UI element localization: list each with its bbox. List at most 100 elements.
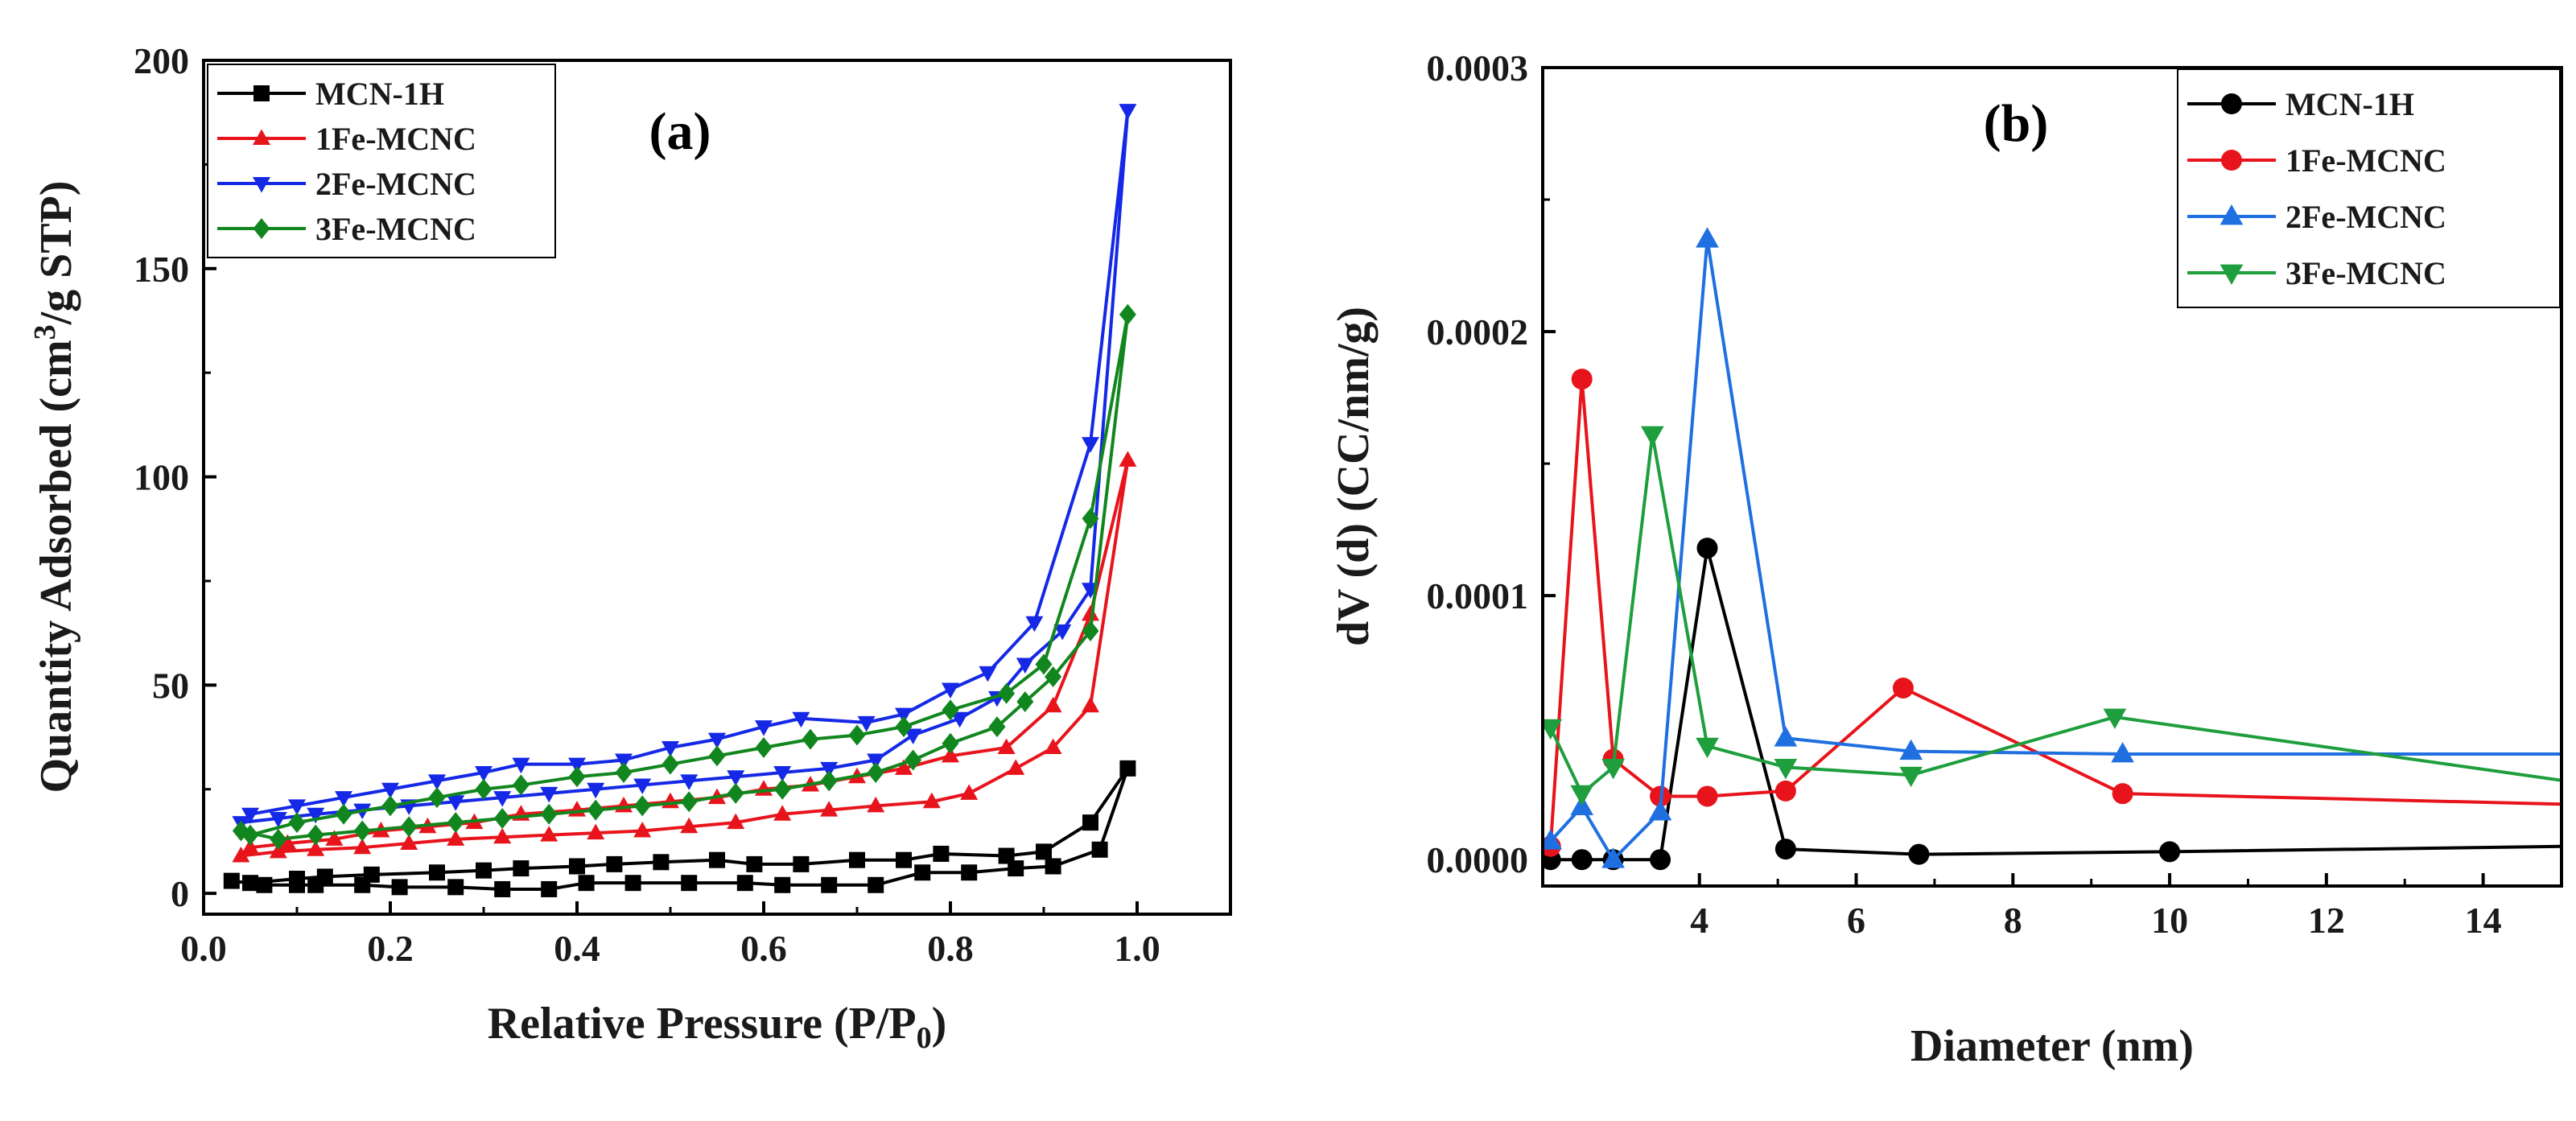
data-point — [1571, 849, 1593, 871]
y-tick-label: 0.0002 — [1427, 311, 1529, 352]
data-point — [755, 736, 773, 758]
data-point — [256, 876, 273, 893]
data-point — [540, 803, 558, 825]
data-point — [1082, 437, 1099, 453]
panel-a-y-axis-title-rest: /g STP) — [31, 180, 81, 325]
data-point — [680, 817, 699, 834]
data-point — [540, 786, 558, 803]
data-point — [727, 782, 744, 804]
data-point — [1016, 657, 1034, 674]
data-point — [615, 753, 633, 770]
data-point — [2111, 742, 2134, 763]
legend-marker — [253, 85, 270, 101]
data-point — [709, 851, 725, 868]
data-point — [997, 738, 1016, 754]
data-point — [793, 855, 810, 872]
data-point — [1119, 451, 1137, 467]
data-point — [1036, 843, 1052, 860]
data-point — [746, 855, 763, 872]
data-point — [633, 821, 652, 838]
data-point — [1044, 696, 1062, 713]
series-2fe-mcnc — [232, 104, 1137, 832]
data-point — [802, 728, 819, 750]
data-point — [942, 682, 959, 699]
data-point — [289, 871, 305, 888]
data-point — [867, 796, 885, 813]
data-point — [381, 782, 399, 799]
series-line-1fe-mcnc — [241, 458, 1130, 858]
data-point — [633, 778, 652, 795]
data-point — [1774, 839, 1796, 860]
data-point — [950, 711, 969, 728]
data-point — [568, 757, 586, 774]
panel-b-tick-labels: 4 6 8 10 12 14 0.0000 0.0001 0.0002 0.0003 — [1427, 47, 2502, 941]
panel-a-tick-labels: 0.0 0.2 0.4 0.6 0.8 1.0 0 50 100 150 200 — [134, 40, 1160, 969]
data-point — [867, 762, 884, 784]
series-line-1fe-mcnc — [1548, 377, 2562, 847]
data-point — [821, 876, 838, 893]
series-mcn-1h — [1543, 538, 2562, 871]
data-point — [353, 838, 372, 855]
data-point — [820, 761, 839, 778]
x-tick-label: 4 — [1690, 900, 1708, 941]
data-point — [447, 812, 464, 834]
data-point — [428, 787, 446, 809]
data-point — [662, 753, 679, 775]
data-point — [1648, 800, 1672, 821]
data-point — [708, 732, 726, 749]
y-tick-label: 0 — [171, 873, 189, 914]
data-point — [232, 847, 250, 863]
panel-b-label: (b) — [1984, 94, 2049, 153]
panel-a-chart: 0.0 0.2 0.4 0.6 0.8 1.0 0 50 100 150 200 (a) Relat… — [28, 40, 1232, 1055]
data-point — [541, 880, 558, 897]
panel-a-y-axis-title: Quantity Adsorbed (cm3/g STP) — [28, 180, 81, 793]
panel-a-x-axis-title-sub: 0 — [917, 1021, 932, 1055]
data-point — [447, 879, 464, 896]
series-3fe-mcnc — [232, 303, 1136, 850]
data-point — [540, 826, 558, 842]
data-point — [493, 827, 512, 844]
legend-marker — [253, 218, 270, 239]
data-point — [493, 791, 512, 807]
panel-a-y-axis-title-sup: 3 — [28, 324, 62, 340]
data-point — [241, 838, 259, 855]
panel-a-legend: MCN-1H 1Fe-MCNC 2Fe-MCNC 3Fe-MCNC — [207, 64, 556, 258]
data-point — [848, 724, 866, 746]
data-point — [727, 813, 745, 830]
data-point — [400, 816, 418, 838]
data-point — [391, 879, 408, 896]
data-point — [1774, 726, 1798, 747]
data-point — [578, 875, 595, 892]
panel-b-legend: MCN-1H 1Fe-MCNC 2Fe-MCNC 3Fe-MCNC — [2177, 68, 2561, 308]
data-point — [820, 801, 839, 817]
data-point — [1045, 858, 1061, 875]
data-point — [961, 864, 978, 881]
data-point — [1908, 843, 1930, 865]
data-point — [708, 745, 726, 767]
y-tick-label: 50 — [152, 665, 189, 706]
data-point — [662, 740, 679, 757]
data-point — [1571, 369, 1593, 390]
x-tick-label: 0.0 — [180, 928, 227, 969]
data-point — [933, 845, 950, 862]
data-point — [307, 824, 324, 846]
data-point — [1641, 426, 1664, 447]
data-point — [1696, 785, 1718, 807]
legend-marker — [253, 177, 270, 193]
data-point — [868, 876, 884, 893]
legend-label: MCN-1H — [315, 76, 444, 112]
data-point — [1053, 624, 1072, 641]
data-point — [493, 807, 511, 829]
data-point — [849, 851, 865, 868]
panel-a-x-axis-title-main: Relative Pressure (P/P — [488, 999, 917, 1049]
data-point — [568, 766, 586, 788]
data-point — [587, 823, 605, 840]
data-point — [223, 872, 240, 889]
data-point — [278, 834, 297, 851]
panel-a-y-axis-title-main: Quantity Adsorbed (cm — [31, 340, 81, 793]
data-point — [904, 728, 922, 744]
data-point — [905, 749, 922, 771]
data-point — [998, 682, 1016, 704]
data-point — [587, 782, 605, 799]
data-point — [895, 707, 913, 724]
